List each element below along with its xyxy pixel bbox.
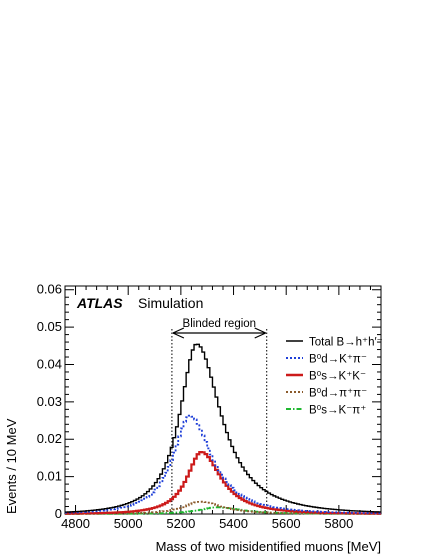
y-tick-label: 0.04 xyxy=(37,356,62,371)
blinded-region: Blinded region xyxy=(171,318,268,514)
x-tick-label: 5000 xyxy=(114,516,143,531)
y-tick-label: 0.05 xyxy=(37,319,62,334)
x-tick-label: 5600 xyxy=(272,516,301,531)
y-tick-label: 0.03 xyxy=(37,394,62,409)
experiment-label: ATLAS xyxy=(76,295,123,311)
y-tick-label: 0 xyxy=(55,506,62,521)
legend-entry: Total B→h⁺h′⁻ xyxy=(309,337,383,349)
y-tick-label: 0.06 xyxy=(37,282,62,297)
series-line xyxy=(65,450,381,515)
x-tick-label: 4800 xyxy=(61,516,90,531)
series-line xyxy=(65,343,381,513)
x-tick-label: 5400 xyxy=(219,516,248,531)
x-axis-label: Mass of two misidentified muons [MeV] xyxy=(156,539,381,554)
series-layer xyxy=(65,343,381,515)
legend-entry: B⁰d→K⁺π⁻ xyxy=(309,354,367,366)
y-tick-label: 0.02 xyxy=(37,431,62,446)
legend: Total B→h⁺h′⁻ B⁰d→K⁺π⁻ B⁰s→K⁺K⁻ B⁰d→π⁺π⁻ B⁰s… xyxy=(286,337,383,417)
legend-entry: B⁰s→K⁺K⁻ xyxy=(309,371,366,383)
series-line xyxy=(65,414,381,515)
y-axis-label: Events / 10 MeV xyxy=(4,418,19,514)
legend-entry: B⁰s→K⁻π⁺ xyxy=(309,405,366,417)
y-tick-label: 0.01 xyxy=(37,469,62,484)
legend-entry: B⁰d→π⁺π⁻ xyxy=(309,388,367,400)
blinded-arrow-right-head xyxy=(254,327,266,339)
x-tick-label: 5200 xyxy=(166,516,195,531)
y-axis: 0 0.01 0.02 0.03 0.04 0.05 0.06 xyxy=(37,282,381,521)
blinded-region-label: Blinded region xyxy=(183,318,257,330)
x-tick-label: 5800 xyxy=(324,516,353,531)
experiment-tag: Simulation xyxy=(138,295,203,311)
blinded-arrow-left-head xyxy=(172,327,185,339)
